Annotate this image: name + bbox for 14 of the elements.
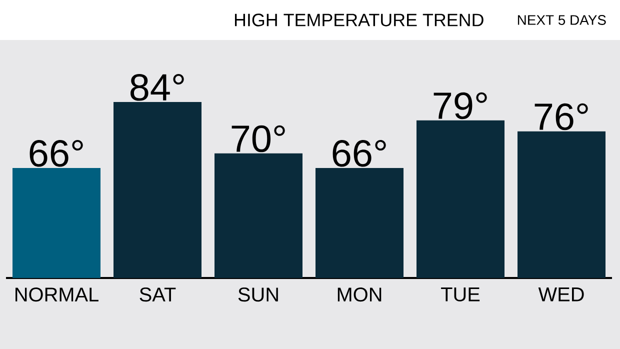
data-label: 66° (30, 140, 83, 167)
x-tick-label: TUE (441, 288, 480, 302)
chart-title: HIGH TEMPERATURE TREND (234, 14, 484, 26)
x-tick-label: NORMAL (16, 288, 98, 302)
data-label: 76° (534, 103, 588, 130)
data-label: 84° (130, 74, 184, 101)
x-tick-label: SUN (238, 288, 278, 302)
x-tick-label: WED (538, 288, 584, 302)
data-label: 79° (434, 92, 487, 120)
data-label: 70° (232, 125, 285, 152)
data-label: 66° (332, 140, 386, 167)
x-tick-label: MON (338, 288, 382, 302)
chart-subtitle: NEXT 5 DAYS (518, 15, 606, 25)
x-tick-label: SAT (140, 288, 176, 302)
